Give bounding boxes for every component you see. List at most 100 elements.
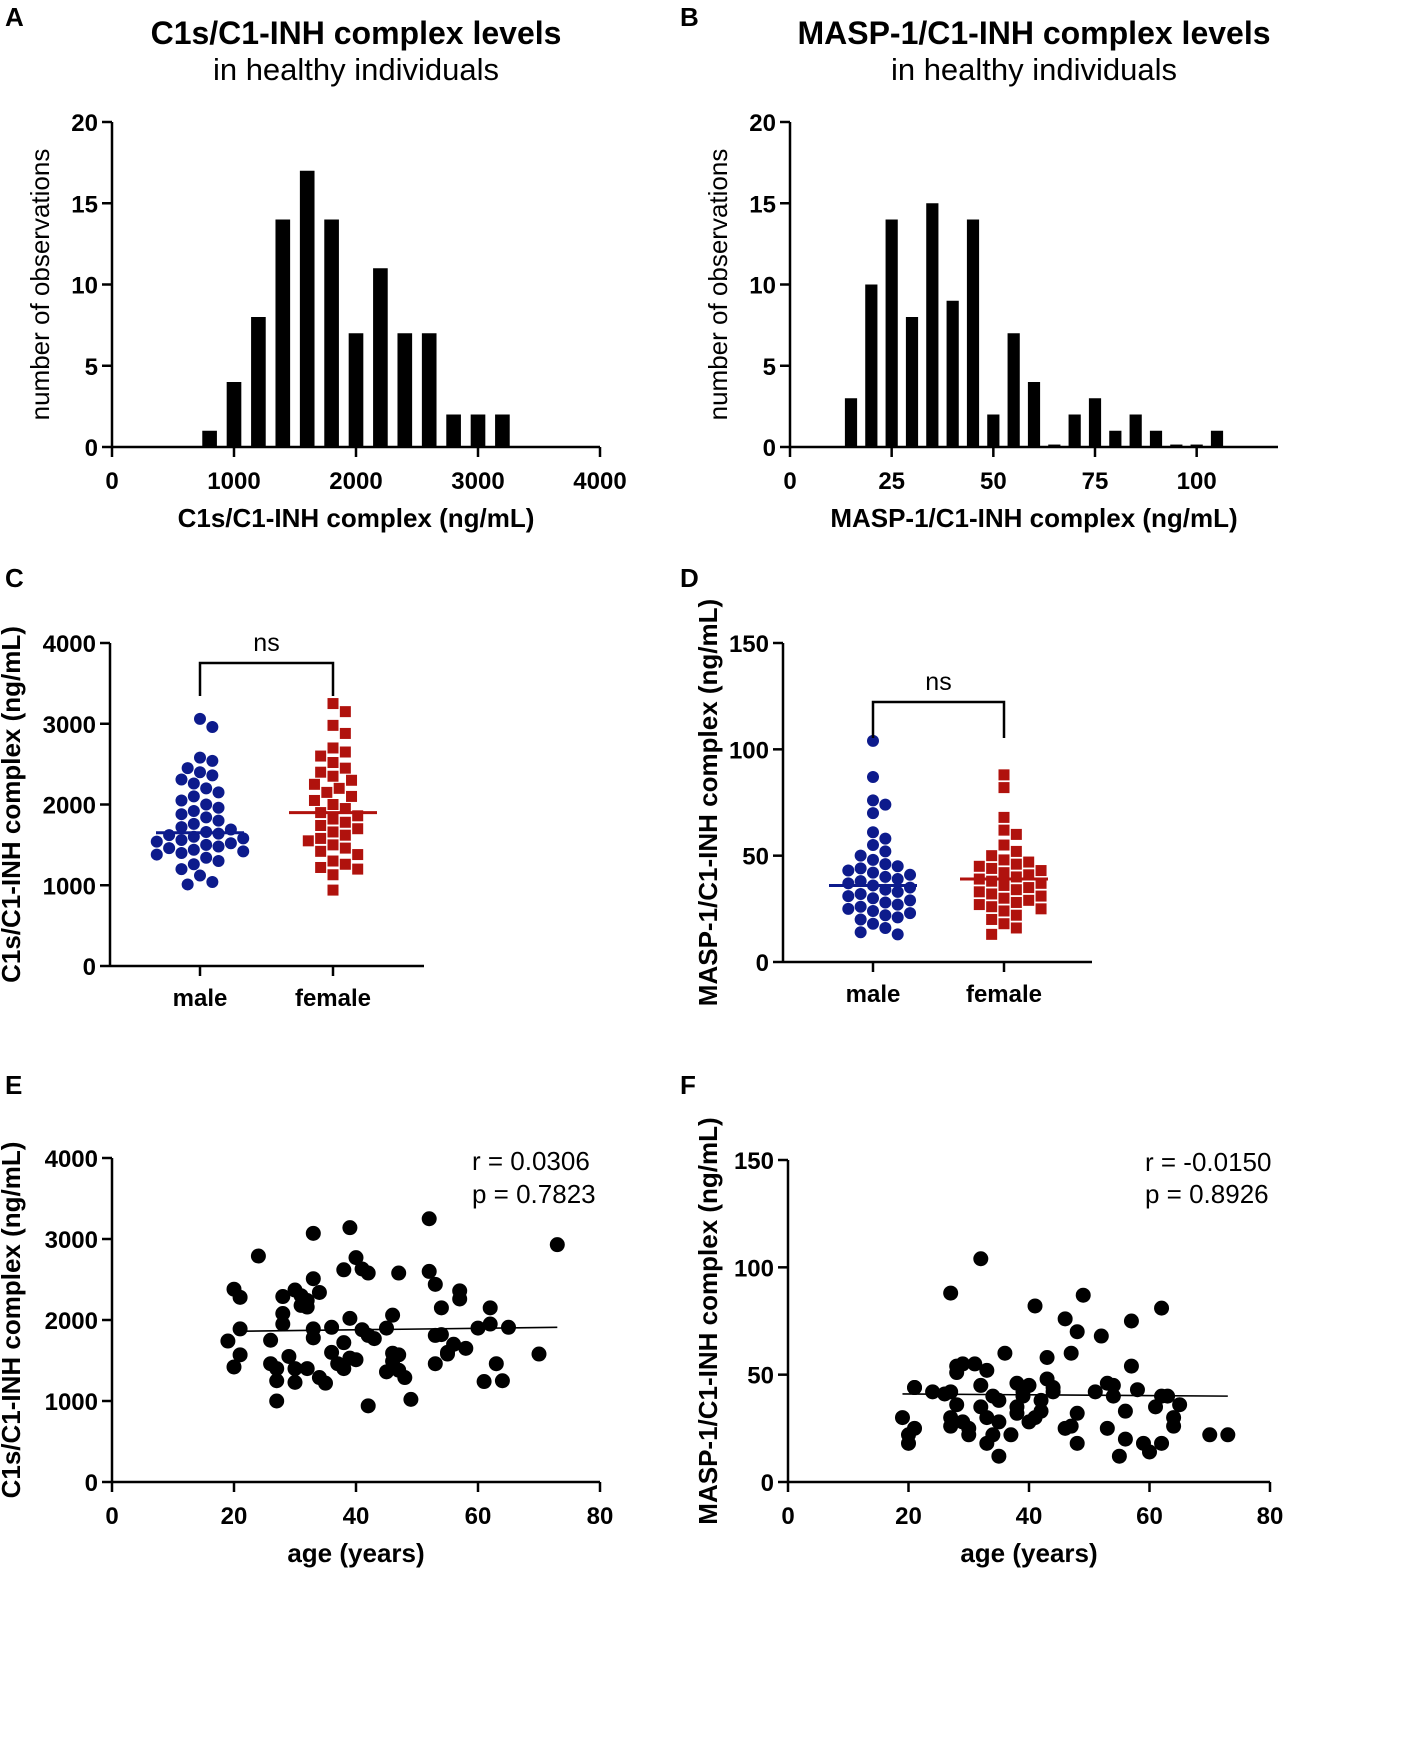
- data-point-female: [308, 778, 320, 790]
- data-point-female: [308, 794, 320, 806]
- data-point: [1111, 1448, 1127, 1464]
- data-point-male: [879, 909, 892, 922]
- y-tick-label: 5: [763, 354, 776, 381]
- data-point-female: [986, 928, 998, 940]
- histogram-bar: [844, 398, 858, 447]
- data-point-male: [212, 801, 225, 814]
- data-point-male: [187, 777, 200, 790]
- y-axis-label: number of observations: [25, 149, 55, 421]
- data-point-male: [194, 766, 206, 779]
- data-point-female: [998, 892, 1010, 904]
- data-point-male: [879, 896, 892, 909]
- panel-label-a: A: [5, 2, 24, 32]
- data-point: [342, 1220, 358, 1236]
- data-point: [1027, 1298, 1043, 1314]
- data-point: [482, 1316, 498, 1332]
- data-point: [421, 1211, 437, 1227]
- data-point-female: [998, 905, 1010, 917]
- x-axis-label: age (years): [287, 1538, 424, 1568]
- panel-label-e: E: [5, 1070, 22, 1100]
- x-tick-label: 40: [343, 1503, 370, 1530]
- data-point: [967, 1356, 983, 1372]
- data-point-male: [854, 849, 867, 862]
- data-point-female: [352, 810, 364, 822]
- category-label-male: male: [173, 985, 228, 1012]
- data-point: [488, 1356, 504, 1372]
- data-point: [549, 1237, 565, 1253]
- data-point: [275, 1316, 291, 1332]
- y-axis-label: MASP-1/C1-INH complex (ng/mL): [693, 599, 723, 1006]
- histogram-bar: [885, 219, 898, 447]
- data-point-female: [1023, 869, 1035, 881]
- data-point-male: [181, 762, 194, 775]
- data-point-male: [206, 876, 219, 889]
- data-point-female: [339, 803, 351, 815]
- data-point: [979, 1362, 995, 1378]
- data-point: [336, 1335, 352, 1351]
- data-point: [305, 1271, 321, 1287]
- data-point: [433, 1327, 449, 1343]
- data-point: [1063, 1345, 1079, 1361]
- x-axis-label: MASP-1/C1-INH complex (ng/mL): [830, 503, 1237, 533]
- y-tick-label: 15: [71, 191, 98, 218]
- data-point: [433, 1300, 449, 1316]
- data-point-female: [352, 849, 364, 861]
- data-point-male: [891, 885, 904, 898]
- data-point: [281, 1348, 297, 1364]
- data-point-female: [1010, 922, 1022, 934]
- histogram-bar: [1129, 414, 1142, 447]
- data-point-female: [1035, 877, 1047, 889]
- y-tick-label: 3000: [43, 712, 96, 739]
- data-point: [336, 1262, 352, 1278]
- data-point: [220, 1333, 236, 1349]
- histogram-bar: [275, 219, 291, 447]
- data-point: [907, 1380, 923, 1396]
- data-point-male: [200, 851, 213, 864]
- data-point: [1105, 1377, 1121, 1393]
- data-point-male: [879, 845, 892, 858]
- y-tick-label: 0: [763, 435, 776, 462]
- panel-label-d: D: [680, 563, 699, 593]
- data-point: [1087, 1384, 1103, 1400]
- histogram-bar: [324, 219, 339, 447]
- data-point-male: [237, 832, 250, 845]
- histogram-bar: [373, 268, 388, 447]
- data-point: [1129, 1382, 1145, 1398]
- data-point-female: [315, 750, 327, 762]
- data-point-female: [327, 855, 339, 867]
- data-point-male: [867, 853, 879, 866]
- x-axis-label: C1s/C1-INH complex (ng/mL): [178, 503, 535, 533]
- data-point-male: [842, 890, 855, 903]
- data-point-female: [1035, 890, 1047, 902]
- y-axis-label: number of observations: [703, 149, 733, 421]
- data-point: [973, 1377, 989, 1393]
- y-tick-label: 10: [749, 273, 776, 300]
- y-tick-label: 1000: [45, 1389, 98, 1416]
- data-point-male: [867, 734, 879, 747]
- data-point: [1172, 1397, 1188, 1413]
- data-point: [287, 1374, 303, 1390]
- significance-bracket: [871, 700, 1006, 738]
- y-tick-label: 20: [749, 110, 776, 137]
- chart-subtitle: in healthy individuals: [891, 52, 1177, 87]
- data-point-female: [998, 811, 1010, 823]
- data-point-male: [175, 808, 188, 821]
- data-point-male: [212, 814, 225, 827]
- significance-label: ns: [253, 629, 279, 657]
- correlation-r: r = 0.0306: [472, 1146, 590, 1176]
- data-point-female: [339, 746, 351, 758]
- data-point-female: [327, 719, 339, 731]
- data-point-female: [339, 706, 351, 718]
- x-tick-label: 0: [105, 468, 118, 495]
- data-point-female: [1010, 828, 1022, 840]
- histogram-bar: [226, 382, 242, 447]
- data-point-male: [904, 881, 917, 894]
- data-point: [403, 1391, 419, 1407]
- data-point-female: [998, 769, 1010, 781]
- data-point: [1003, 1427, 1019, 1443]
- data-point: [1142, 1444, 1157, 1460]
- data-point: [1123, 1313, 1139, 1329]
- data-point-male: [879, 858, 892, 871]
- data-point: [275, 1289, 291, 1305]
- data-point-female: [327, 770, 339, 782]
